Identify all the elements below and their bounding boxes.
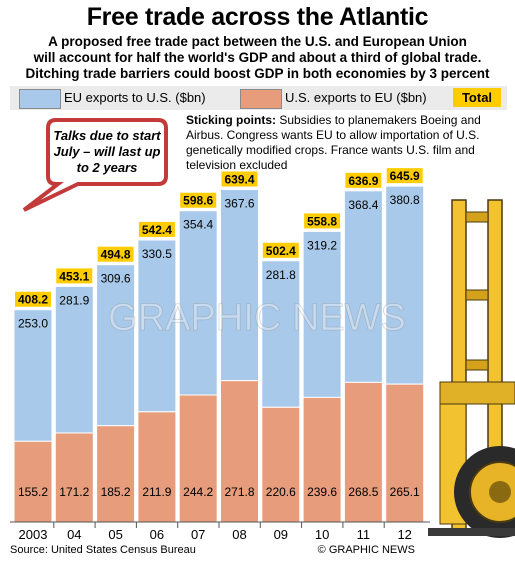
label-us-10: 239.6 bbox=[307, 485, 337, 499]
tick-label-08: 08 bbox=[232, 527, 246, 542]
legend-label-us: U.S. exports to EU ($bn) bbox=[285, 90, 427, 105]
tick-label-09: 09 bbox=[274, 527, 288, 542]
tick-label-05: 05 bbox=[108, 527, 122, 542]
bar-us-09 bbox=[261, 406, 301, 523]
source-note: Source: United States Census Bureau bbox=[10, 544, 196, 556]
legend-swatch-us bbox=[240, 89, 282, 109]
callout-text: Talks due to start July – will last up t… bbox=[53, 128, 161, 175]
bar-us-05 bbox=[96, 425, 136, 523]
label-us-09: 220.6 bbox=[266, 485, 296, 499]
bar-us-10 bbox=[302, 396, 342, 523]
tick-label-2003: 2003 bbox=[19, 527, 48, 542]
label-total-11: 636.9 bbox=[348, 174, 378, 188]
tick-label-06: 06 bbox=[150, 527, 164, 542]
label-us-11: 268.5 bbox=[348, 485, 378, 499]
sticking-points-body: Subsidies to planemakers Boeing and Airb… bbox=[186, 113, 481, 172]
bar-eu-06 bbox=[137, 239, 177, 413]
bar-us-12 bbox=[385, 383, 425, 523]
tick-label-10: 10 bbox=[315, 527, 329, 542]
label-eu-08: 367.6 bbox=[224, 197, 254, 211]
label-total-10: 558.8 bbox=[307, 214, 337, 228]
bar-us-06 bbox=[137, 411, 177, 523]
total-box-12 bbox=[386, 168, 423, 184]
label-total-09: 502.4 bbox=[266, 244, 296, 258]
page-title: Free trade across the Atlantic bbox=[86, 3, 429, 31]
bar-eu-10 bbox=[302, 230, 342, 398]
label-eu-10: 319.2 bbox=[307, 238, 337, 252]
bar-eu-09 bbox=[261, 260, 301, 408]
total-box-08 bbox=[221, 171, 258, 187]
label-us-2003: 155.2 bbox=[18, 485, 48, 499]
total-box-05 bbox=[97, 246, 134, 262]
subtitle-line-1: A proposed free trade pact between the U… bbox=[48, 34, 467, 49]
sticking-points-title: Sticking points: bbox=[186, 113, 276, 127]
callout-bubble bbox=[22, 118, 168, 212]
total-box-06 bbox=[138, 221, 175, 237]
legend-label-eu: EU exports to U.S. ($bn) bbox=[64, 90, 206, 105]
bar-eu-12 bbox=[385, 185, 425, 385]
total-box-04 bbox=[56, 268, 93, 284]
credit: © GRAPHIC NEWS bbox=[317, 544, 415, 556]
label-total-05: 494.8 bbox=[101, 248, 131, 262]
label-us-04: 171.2 bbox=[59, 485, 89, 499]
label-eu-06: 330.5 bbox=[142, 247, 172, 261]
bar-eu-07 bbox=[178, 210, 218, 396]
legend-swatch-eu bbox=[19, 89, 61, 109]
label-eu-04: 281.9 bbox=[59, 293, 89, 307]
total-box-11 bbox=[345, 172, 382, 188]
label-total-08: 639.4 bbox=[224, 173, 254, 187]
label-eu-2003: 253.0 bbox=[18, 317, 48, 331]
label-eu-12: 380.8 bbox=[390, 193, 420, 207]
label-eu-07: 354.4 bbox=[183, 218, 213, 232]
tick-label-12: 12 bbox=[397, 527, 411, 542]
label-eu-05: 309.6 bbox=[101, 272, 131, 286]
label-total-2003: 408.2 bbox=[18, 293, 48, 307]
label-total-07: 598.6 bbox=[183, 194, 213, 208]
label-us-08: 271.8 bbox=[224, 485, 254, 499]
label-total-12: 645.9 bbox=[390, 169, 420, 183]
forklift-illustration bbox=[428, 199, 515, 538]
bar-us-2003 bbox=[13, 440, 53, 523]
label-total-06: 542.4 bbox=[142, 223, 172, 237]
sticking-points: Sticking points: Subsidies to planemaker… bbox=[186, 113, 506, 173]
total-box-09 bbox=[262, 242, 299, 258]
label-eu-11: 368.4 bbox=[348, 198, 378, 212]
bar-eu-2003 bbox=[13, 309, 53, 442]
bar-eu-05 bbox=[96, 264, 136, 427]
legend-total: Total bbox=[453, 88, 501, 107]
subtitle-line-3: Ditching trade barriers could boost GDP … bbox=[25, 66, 490, 81]
watermark: GRAPHIC NEWS bbox=[108, 297, 406, 339]
label-eu-09: 281.8 bbox=[266, 268, 296, 282]
label-us-05: 185.2 bbox=[101, 485, 131, 499]
bar-eu-04 bbox=[54, 285, 94, 434]
total-box-07 bbox=[180, 192, 217, 208]
subtitle-line-2: will account for half the world's GDP an… bbox=[33, 50, 482, 65]
label-us-12: 265.1 bbox=[390, 485, 420, 499]
bar-eu-08 bbox=[220, 189, 259, 382]
label-us-07: 244.2 bbox=[183, 485, 213, 499]
bar-us-11 bbox=[343, 381, 383, 523]
tick-label-04: 04 bbox=[67, 527, 81, 542]
tick-label-11: 11 bbox=[357, 527, 371, 542]
label-total-04: 453.1 bbox=[59, 269, 89, 283]
bar-us-08 bbox=[220, 380, 259, 523]
total-box-2003 bbox=[15, 291, 51, 307]
tick-label-07: 07 bbox=[191, 527, 205, 542]
label-us-06: 211.9 bbox=[142, 485, 171, 499]
bar-us-04 bbox=[54, 432, 94, 523]
bar-us-07 bbox=[178, 394, 218, 523]
bar-eu-11 bbox=[343, 190, 383, 383]
total-box-10 bbox=[304, 213, 341, 229]
